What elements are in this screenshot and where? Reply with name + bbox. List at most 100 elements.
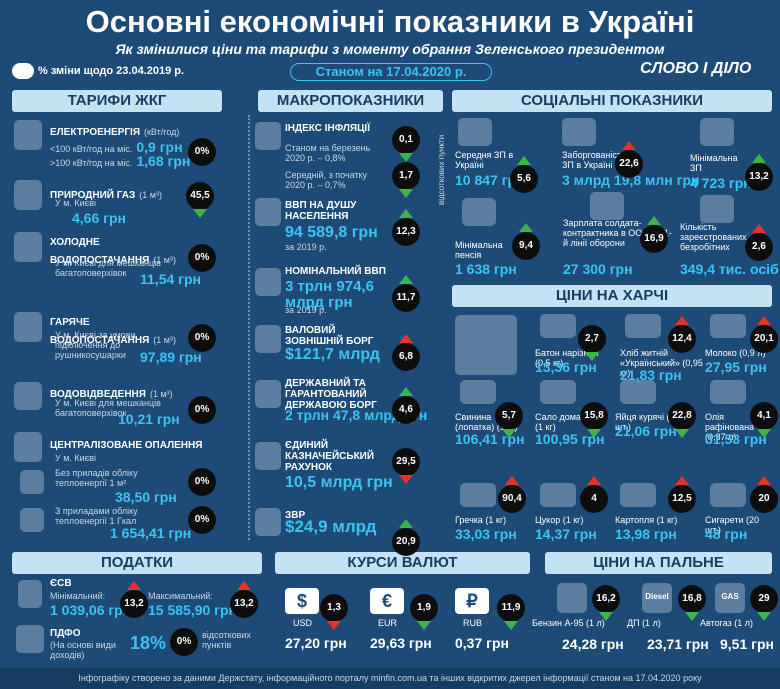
change-badge: 13,2 bbox=[745, 163, 773, 191]
change-arrow bbox=[752, 224, 766, 233]
icon bbox=[20, 508, 44, 532]
change-arrow bbox=[675, 476, 689, 485]
val: 4,66 грн bbox=[72, 210, 126, 226]
change-badge: 12,3 bbox=[392, 218, 420, 246]
section-header: КУРСИ ВАЛЮТ bbox=[275, 552, 530, 574]
change-badge: 1,3 bbox=[320, 594, 348, 622]
sm: >100 кВт/год на міс. bbox=[50, 158, 133, 168]
currency-icon: € bbox=[370, 588, 404, 614]
change-arrow bbox=[399, 519, 413, 528]
sm: <100 кВт/год на міс. bbox=[50, 144, 133, 154]
val: 21,06 грн bbox=[615, 423, 677, 439]
sm: RUB bbox=[463, 618, 483, 628]
sm: У м. Києві bbox=[55, 453, 97, 463]
icon bbox=[18, 580, 42, 608]
currency-icon: ₽ bbox=[455, 588, 489, 614]
nm: ЗВР bbox=[285, 510, 306, 521]
change-badge: 15,8 bbox=[580, 402, 608, 430]
icon bbox=[540, 483, 576, 507]
icon bbox=[710, 314, 746, 338]
change-arrow bbox=[757, 316, 771, 325]
icon bbox=[460, 380, 496, 404]
val: 9,51 грн bbox=[720, 636, 774, 652]
nm: ВАЛОВИЙ ЗОВНІШНІЙ БОРГ bbox=[285, 325, 374, 347]
icon bbox=[710, 483, 746, 507]
change-badge: 45,5 bbox=[186, 182, 214, 210]
val: 27 300 грн bbox=[563, 261, 633, 277]
change-arrow bbox=[399, 275, 413, 284]
section-header: МАКРОПОКАЗНИКИ bbox=[258, 90, 443, 112]
change-arrow bbox=[587, 476, 601, 485]
change-arrow bbox=[517, 156, 531, 165]
nm: НОМІНАЛЬНИЙ ВВП bbox=[285, 266, 386, 277]
legend-note: % зміни щодо 23.04.2019 р. bbox=[38, 65, 185, 77]
sm: Кількість зареєстрованих безробітних bbox=[680, 222, 747, 252]
section-header: ПОДАТКИ bbox=[12, 552, 262, 574]
change-badge: 4,1 bbox=[750, 402, 778, 430]
val: 0,9 грн bbox=[136, 139, 183, 155]
change-arrow bbox=[504, 621, 518, 630]
change-arrow bbox=[587, 429, 601, 438]
sm: (1 м³) bbox=[153, 255, 176, 265]
icon bbox=[462, 198, 496, 226]
change-arrow bbox=[757, 612, 771, 621]
nm: ПРИРОДНИЙ ГАЗ bbox=[50, 190, 136, 201]
change-badge: 0% bbox=[188, 324, 216, 352]
nm: ГАРЯЧЕ ВОДОПОСТАЧАННЯ bbox=[50, 317, 150, 346]
sm: Станом на березень 2020 р. – 0,8% bbox=[285, 143, 371, 163]
fuel-icon bbox=[715, 583, 745, 613]
sm: EUR bbox=[378, 618, 398, 628]
val: 10,21 грн bbox=[118, 411, 180, 427]
change-badge: 0% bbox=[188, 506, 216, 534]
sm: за 2019 р. bbox=[285, 242, 327, 252]
change-badge: 20,9 bbox=[392, 528, 420, 556]
icon bbox=[255, 325, 281, 353]
sm: Картопля (1 кг) bbox=[615, 515, 678, 525]
sm: Бензин А-95 (1 л) bbox=[532, 618, 605, 628]
change-badge: 0% bbox=[188, 468, 216, 496]
icon bbox=[620, 380, 656, 404]
change-arrow bbox=[675, 429, 689, 438]
change-badge: 90,4 bbox=[498, 485, 526, 513]
change-arrow bbox=[237, 581, 251, 590]
change-arrow bbox=[417, 621, 431, 630]
change-badge: 0% bbox=[188, 244, 216, 272]
sm: Зарплата солдата-контрактника в ООС на 1… bbox=[563, 218, 672, 248]
val: 23,71 грн bbox=[647, 636, 709, 652]
icon bbox=[700, 195, 734, 223]
change-badge: 29 bbox=[750, 585, 778, 613]
val: 38,50 грн bbox=[115, 489, 177, 505]
change-badge: 12,4 bbox=[668, 325, 696, 353]
icon bbox=[255, 508, 281, 536]
val: 1,68 грн bbox=[136, 153, 191, 169]
change-arrow bbox=[327, 621, 341, 630]
sm: З приладами обліку теплоенергії 1 Гкал bbox=[55, 506, 138, 526]
fuel-icon-label: GAS bbox=[721, 592, 739, 601]
change-badge: 16,2 bbox=[592, 585, 620, 613]
icon bbox=[16, 625, 44, 653]
change-badge: 13,2 bbox=[230, 590, 258, 618]
val: 21,83 грн bbox=[620, 367, 682, 383]
change-arrow bbox=[505, 476, 519, 485]
nm: ЦЕНТРАЛІЗОВАНЕ ОПАЛЕННЯ bbox=[50, 440, 203, 451]
legend-arrows bbox=[12, 63, 34, 79]
change-badge: 4 bbox=[580, 485, 608, 513]
sm: Сало домашнє (1 кг) bbox=[535, 412, 598, 432]
icon bbox=[455, 315, 517, 375]
nm: ВОДОВІДВЕДЕННЯ bbox=[50, 389, 146, 400]
sm: (1 м³) bbox=[153, 335, 176, 345]
text-line: ХОЛОДНЕ ВОДОПОСТАЧАННЯ (1 м³) bbox=[50, 232, 190, 268]
val: 1 654,41 грн bbox=[110, 525, 192, 541]
sm: Молоко (0,9 л) bbox=[705, 348, 766, 358]
change-badge: 20,1 bbox=[750, 325, 778, 353]
sm: Мінімальна пенсія bbox=[455, 240, 503, 260]
change-badge: 1,9 bbox=[410, 594, 438, 622]
sm: Гречка (1 кг) bbox=[455, 515, 507, 525]
icon bbox=[540, 380, 576, 404]
text-line: ЕЛЕКТРОЕНЕРГІЯ (кВт/год) bbox=[50, 122, 183, 140]
text-line: ГАРЯЧЕ ВОДОПОСТАЧАННЯ (1 м³) bbox=[50, 312, 190, 348]
change-arrow bbox=[399, 475, 413, 484]
currency-icon: $ bbox=[285, 588, 319, 614]
change-badge: 0% bbox=[170, 628, 198, 656]
change-badge: 16,9 bbox=[640, 225, 668, 253]
